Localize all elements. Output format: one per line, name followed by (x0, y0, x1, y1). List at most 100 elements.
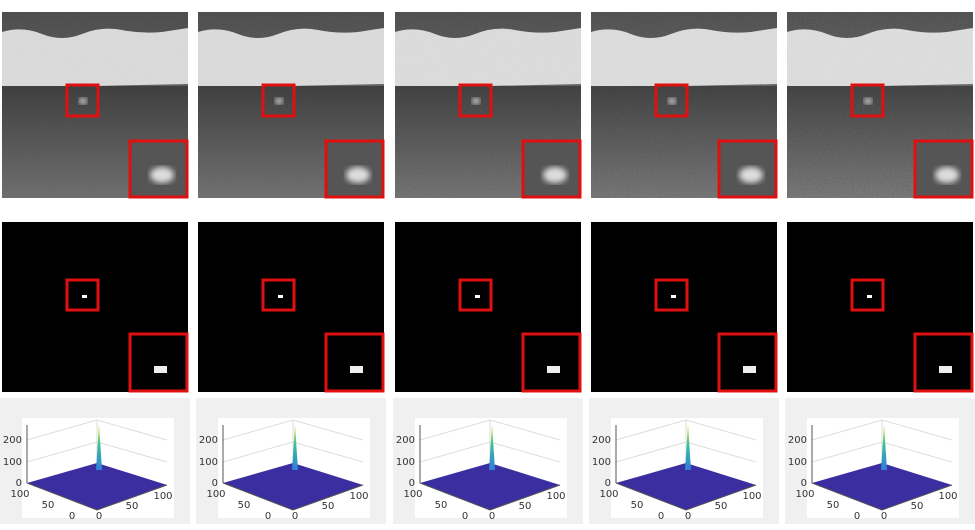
target (472, 98, 480, 104)
surface (223, 463, 363, 510)
peak (685, 424, 691, 470)
y-tick-label: 50 (126, 501, 139, 512)
z-tick-label: 0 (212, 478, 218, 489)
red-box-inset (913, 332, 974, 393)
background (395, 222, 581, 392)
x-tick-label: 0 (658, 511, 664, 522)
z-tick-label: 200 (592, 435, 611, 446)
x-tick-label: 50 (827, 500, 840, 511)
x-tick-label: 50 (435, 500, 448, 511)
y-tick-label: 100 (742, 491, 761, 502)
surface (27, 463, 167, 510)
y-tick-label: 100 (349, 491, 368, 502)
x-axis (222, 482, 294, 511)
axis-pane-line (96, 419, 168, 441)
axis-pane-line (489, 419, 561, 441)
x-tick-label: 50 (238, 500, 251, 511)
x-tick-label: 50 (42, 500, 55, 511)
x-tick-label: 100 (206, 489, 225, 500)
detection-image (787, 222, 974, 393)
axis-pane-line (26, 419, 98, 441)
y-axis (489, 484, 561, 511)
y-tick-label: 0 (685, 511, 691, 522)
red-box-inset (324, 332, 385, 393)
red-box-inset (128, 139, 189, 199)
red-box-inset (913, 139, 974, 199)
red-box (65, 278, 100, 312)
peak (881, 424, 887, 470)
red-box (850, 278, 885, 312)
target (668, 98, 676, 104)
target (278, 295, 283, 298)
axis-pane-line (26, 441, 98, 463)
axis-pane-line (685, 419, 757, 441)
red-box (65, 83, 100, 118)
axis-pane-line (881, 419, 953, 441)
y-tick-label: 0 (489, 511, 495, 522)
target-zoom (154, 366, 167, 373)
z-tick-label: 100 (788, 457, 807, 468)
axis-pane-line (881, 441, 953, 463)
red-box (850, 83, 885, 118)
x-axis (419, 482, 491, 511)
target-zoom (346, 167, 370, 183)
y-axis (292, 484, 364, 511)
y-tick-label: 100 (546, 491, 565, 502)
detection-image (2, 222, 189, 393)
y-axis (96, 484, 168, 511)
y-tick-label: 100 (153, 491, 172, 502)
x-axis (811, 482, 883, 511)
red-box-inset (717, 139, 778, 199)
background (198, 222, 384, 392)
z-tick-label: 100 (3, 457, 22, 468)
y-axis (685, 484, 757, 511)
x-tick-label: 50 (631, 500, 644, 511)
x-tick-label: 100 (599, 489, 618, 500)
axis-pane-line (811, 419, 883, 441)
peak (489, 424, 495, 470)
y-tick-label: 0 (292, 511, 298, 522)
peak (96, 424, 102, 470)
z-tick-label: 200 (788, 435, 807, 446)
target-zoom (350, 366, 363, 373)
x-tick-label: 100 (795, 489, 814, 500)
target-zoom (543, 167, 567, 183)
target (79, 98, 87, 104)
target (82, 295, 87, 298)
red-box (458, 83, 493, 118)
axis-pane-line (96, 441, 168, 463)
detection-image (395, 222, 582, 393)
axis-pane-line (222, 419, 294, 441)
red-box (654, 278, 689, 312)
scene-image (787, 12, 974, 199)
z-tick-label: 100 (199, 457, 218, 468)
scene-image (395, 12, 582, 199)
detection-image (198, 222, 385, 393)
background (787, 222, 973, 392)
x-tick-label: 0 (69, 511, 75, 522)
axis-pane-line (489, 441, 561, 463)
target-zoom (743, 366, 756, 373)
target (671, 295, 676, 298)
red-box (261, 83, 296, 118)
axis-pane-line (222, 441, 294, 463)
z-tick-label: 0 (409, 478, 415, 489)
target-zoom (739, 167, 763, 183)
x-tick-label: 0 (462, 511, 468, 522)
red-box (654, 83, 689, 118)
red-box-inset (521, 332, 582, 393)
y-tick-label: 50 (911, 501, 924, 512)
x-tick-label: 0 (854, 511, 860, 522)
y-tick-label: 50 (322, 501, 335, 512)
axis-pane-line (615, 419, 687, 441)
x-tick-label: 0 (265, 511, 271, 522)
z-tick-label: 200 (199, 435, 218, 446)
red-box-inset (128, 332, 189, 393)
red-box (458, 278, 493, 312)
background (591, 222, 777, 392)
target (275, 98, 283, 104)
